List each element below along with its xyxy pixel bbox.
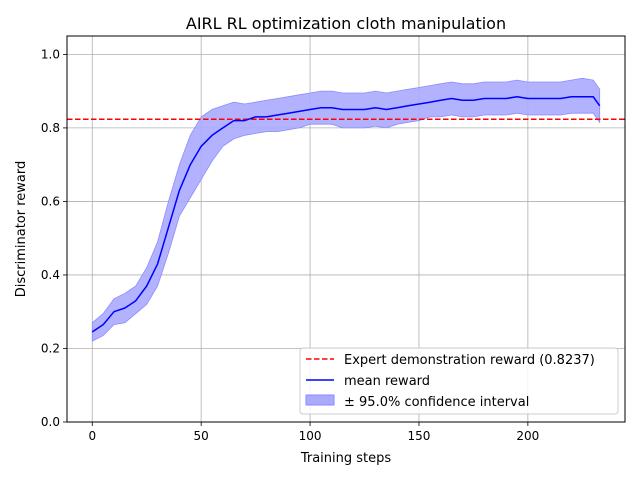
y-tick-label: 0.2 <box>41 341 60 355</box>
y-tick-label: 0.4 <box>41 268 60 282</box>
x-tick-label: 0 <box>88 429 96 443</box>
y-tick-label: 0.6 <box>41 194 60 208</box>
plot-frame <box>66 35 626 423</box>
x-tick-label: 150 <box>408 429 431 443</box>
x-tick-label: 50 <box>194 429 209 443</box>
y-tick-label: 1.0 <box>41 47 60 61</box>
legend-box <box>299 347 619 415</box>
legend-expert-label: Expert demonstration reward (0.8237) <box>344 353 595 368</box>
confidence-band-area <box>91 77 601 342</box>
confidence-band <box>91 77 601 342</box>
chart-title: AIRL RL optimization cloth manipulation <box>186 14 506 33</box>
legend: Expert demonstration reward (0.8237) mea… <box>299 347 619 415</box>
x-axis-ticks: 0 50 100 150 200 <box>88 422 539 443</box>
x-tick-label: 100 <box>299 429 322 443</box>
y-axis-label: Discriminator reward <box>14 161 29 298</box>
y-tick-label: 0.8 <box>41 121 60 135</box>
y-axis-ticks: 0.0 0.2 0.4 0.6 0.8 1.0 <box>41 47 67 429</box>
legend-band-swatch <box>305 394 335 406</box>
x-tick-label: 200 <box>516 429 539 443</box>
legend-band-label: ± 95.0% confidence interval <box>344 395 529 410</box>
mean-line <box>91 95 601 333</box>
legend-mean-label: mean reward <box>344 374 430 389</box>
x-axis-label: Training steps <box>300 451 392 466</box>
y-tick-label: 0.0 <box>41 415 60 429</box>
mean-reward-line <box>91 95 601 333</box>
